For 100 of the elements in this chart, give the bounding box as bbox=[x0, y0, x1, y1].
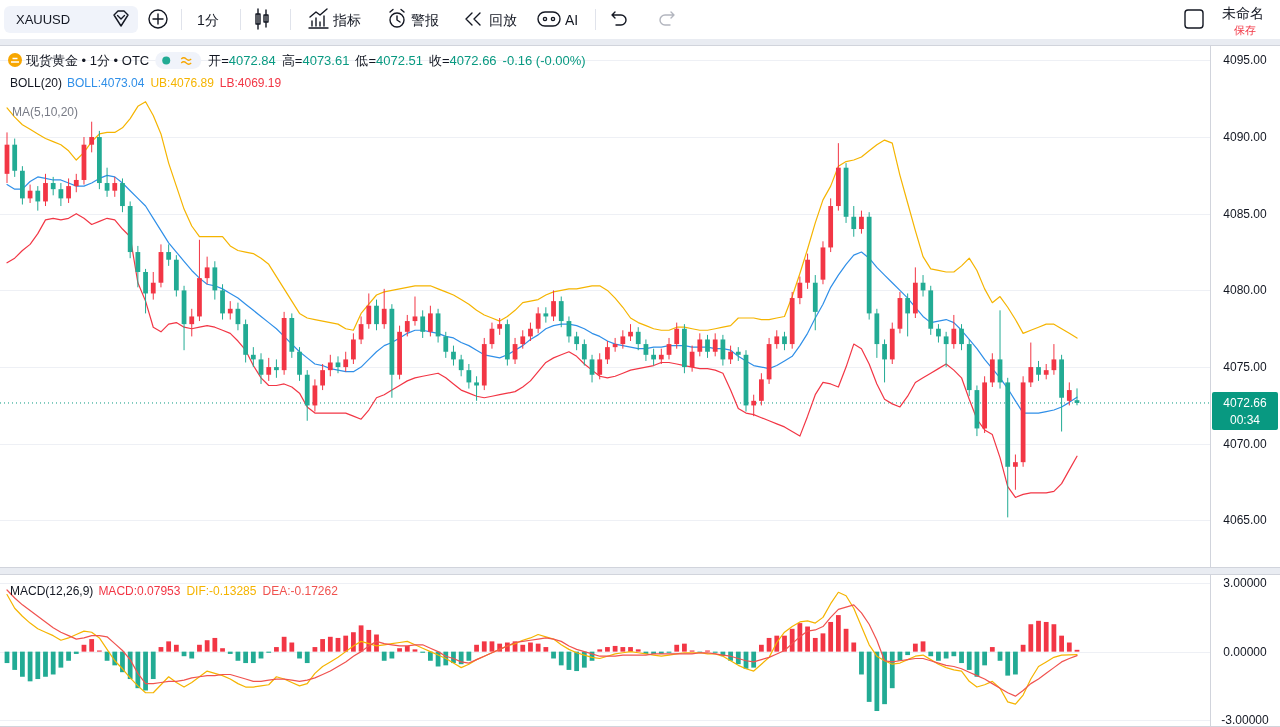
bar bbox=[297, 651, 302, 659]
bar bbox=[936, 651, 941, 661]
bar bbox=[1020, 644, 1026, 652]
bar bbox=[612, 645, 618, 652]
bar bbox=[143, 651, 148, 691]
text: 指标 bbox=[332, 12, 361, 28]
bar bbox=[1066, 642, 1072, 652]
bar bbox=[327, 636, 333, 652]
annotation: -0.16 (-0.00%) bbox=[502, 53, 586, 68]
bar bbox=[828, 621, 834, 652]
bar bbox=[759, 644, 764, 652]
bar bbox=[66, 651, 71, 661]
bar bbox=[220, 648, 225, 652]
y-tick-label: 4085.00 bbox=[1223, 206, 1268, 221]
annotation: MA(5,10,20) bbox=[12, 105, 79, 119]
y-tick-label: 4095.00 bbox=[1223, 53, 1268, 68]
bar bbox=[605, 647, 610, 652]
bar bbox=[782, 635, 787, 652]
bar bbox=[197, 644, 202, 652]
bar bbox=[912, 643, 918, 652]
bar bbox=[859, 651, 864, 675]
bar bbox=[274, 647, 279, 652]
bar bbox=[882, 651, 887, 705]
y-tick-label: 4065.00 bbox=[1223, 513, 1268, 528]
bar bbox=[966, 651, 972, 670]
bar bbox=[73, 651, 79, 654]
bar bbox=[466, 651, 472, 661]
bar bbox=[43, 651, 48, 677]
bar bbox=[543, 647, 549, 652]
bar bbox=[250, 651, 256, 664]
bar bbox=[558, 651, 564, 666]
bar bbox=[597, 649, 603, 652]
bar bbox=[535, 643, 541, 652]
y-tick-label: 4090.00 bbox=[1223, 130, 1268, 145]
y-tick-label: 4070.00 bbox=[1223, 436, 1268, 451]
bar bbox=[797, 623, 803, 652]
annotation: 低=4072.51 bbox=[355, 53, 424, 68]
bar bbox=[397, 648, 402, 652]
bar bbox=[89, 639, 95, 652]
y-tick-label: 4080.00 bbox=[1223, 283, 1268, 298]
bar bbox=[989, 647, 995, 652]
bar bbox=[481, 641, 487, 652]
bar bbox=[204, 640, 210, 652]
bar bbox=[635, 649, 641, 652]
annotation: 开=4072.84 bbox=[208, 53, 276, 68]
bar bbox=[412, 649, 418, 652]
bar bbox=[866, 651, 872, 702]
ref-line-label: 4072.66 bbox=[1223, 395, 1268, 410]
bar bbox=[682, 643, 687, 652]
bar bbox=[959, 651, 964, 664]
text: 保存 bbox=[1234, 24, 1256, 36]
bar bbox=[1043, 621, 1049, 652]
bar bbox=[1028, 624, 1034, 652]
bar bbox=[150, 651, 156, 680]
bar bbox=[874, 651, 880, 712]
bar bbox=[312, 647, 318, 652]
bar bbox=[212, 637, 218, 652]
bar bbox=[289, 642, 295, 652]
y-tick-label: 0.00000 bbox=[1223, 644, 1268, 659]
bar bbox=[528, 642, 533, 652]
bar bbox=[135, 651, 141, 689]
bar bbox=[905, 651, 911, 656]
text: AI bbox=[565, 12, 579, 28]
bar bbox=[1059, 635, 1064, 652]
bar bbox=[674, 644, 680, 652]
bar bbox=[166, 641, 172, 652]
bar bbox=[227, 651, 233, 654]
text: 现货黄金 • 1分 • OTC bbox=[26, 53, 150, 68]
text: 未命名 bbox=[1222, 5, 1264, 21]
y-tick-label: 4075.00 bbox=[1223, 360, 1268, 375]
bar bbox=[243, 651, 249, 664]
bar bbox=[620, 647, 626, 652]
bar bbox=[920, 641, 926, 652]
annotation: 高=4073.61 bbox=[281, 53, 350, 68]
bar bbox=[189, 651, 195, 659]
bar bbox=[574, 651, 580, 672]
text: 00:34 bbox=[1229, 412, 1261, 427]
bar bbox=[1036, 620, 1041, 652]
bar bbox=[551, 651, 556, 659]
bar bbox=[12, 651, 18, 670]
bar bbox=[173, 644, 179, 652]
bar bbox=[851, 642, 857, 652]
bar bbox=[982, 651, 988, 666]
bar bbox=[943, 651, 949, 659]
bar bbox=[427, 651, 433, 661]
bar bbox=[281, 636, 287, 652]
bar bbox=[474, 644, 479, 652]
text: 1分 bbox=[197, 12, 219, 28]
bar bbox=[951, 651, 957, 657]
bar bbox=[351, 632, 356, 652]
bar bbox=[812, 637, 818, 652]
bar bbox=[1005, 651, 1011, 676]
bar bbox=[343, 635, 349, 652]
legend: MACD(12,26,9) MACD:0.07953 DIF:-0.13285 DEA:-0.17262 bbox=[10, 584, 338, 598]
legend: BOLL(20) BOLL:4073.04 UB:4076.89 LB:4069.19 bbox=[10, 76, 282, 90]
bar bbox=[381, 651, 387, 661]
bar bbox=[520, 644, 526, 652]
bar bbox=[928, 651, 934, 657]
bar bbox=[1013, 651, 1018, 675]
annotation: 收=4072.66 bbox=[429, 53, 497, 68]
